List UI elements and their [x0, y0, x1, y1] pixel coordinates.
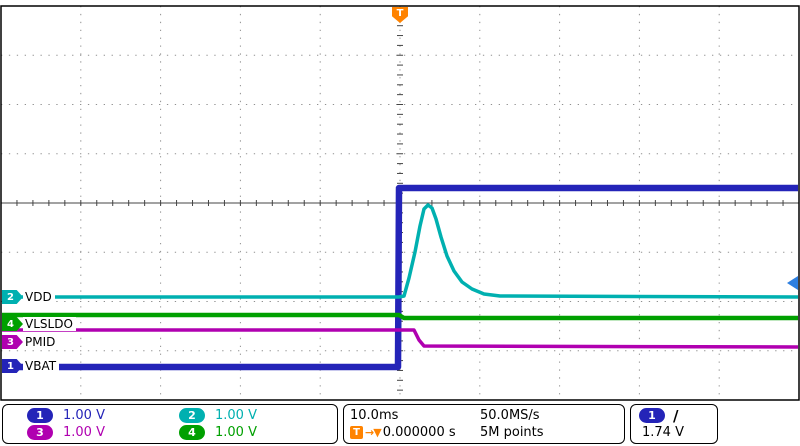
- channel-1-trace-label: VBAT: [23, 359, 60, 373]
- timebase-readout: 10.0ms: [350, 408, 399, 423]
- vertical-scale-box: 1 1.00 V 2 1.00 V 3 1.00 V 4 1.00 V: [2, 404, 338, 444]
- trace-pmid: [2, 328, 799, 349]
- ch4-badge: 4: [179, 424, 205, 440]
- trigger-t-icon: T: [350, 426, 363, 439]
- channel-3-trace-label: PMID: [23, 335, 59, 349]
- graticule-border: [0, 5, 800, 401]
- ch1-scale-readout: 1 1.00 V: [27, 408, 179, 424]
- channel-4-marker: 4 VLSLDO: [2, 317, 76, 331]
- right-edge-level-arrow: [787, 276, 798, 290]
- ch2-scale-value: 1.00 V: [215, 408, 257, 424]
- trigger-box: 1 / 1.74 V: [630, 404, 718, 444]
- record-length-readout: 5M points: [480, 425, 544, 440]
- ch3-scale-readout: 3 1.00 V: [27, 424, 179, 440]
- channel-2-flag-icon: 2: [2, 290, 23, 304]
- ch3-scale-value: 1.00 V: [63, 424, 105, 440]
- trace-vlsldo: [2, 312, 798, 321]
- status-bar: 1 1.00 V 2 1.00 V 3 1.00 V 4 1.00 V 10.0…: [0, 402, 800, 446]
- trigger-position-flag: T: [392, 7, 408, 23]
- scope-display: T 2 VDD 4 VLSLDO 3 PMID 1 VBAT: [0, 5, 800, 401]
- waveform-display: [0, 5, 800, 401]
- ch2-scale-readout: 2 1.00 V: [179, 408, 331, 424]
- trigger-slope-icon: /: [673, 406, 679, 425]
- ch2-badge: 2: [179, 408, 205, 424]
- ch4-scale-readout: 4 1.00 V: [179, 424, 331, 440]
- horizontal-box: 10.0ms 50.0MS/s T →▼ 0.000000 s 5M point…: [343, 404, 625, 444]
- channel-1-flag-icon: 1: [2, 359, 23, 373]
- channel-4-trace-label: VLSLDO: [23, 317, 76, 331]
- ch1-scale-value: 1.00 V: [63, 408, 105, 424]
- channel-3-flag-icon: 3: [2, 335, 23, 349]
- channel-4-flag-icon: 4: [2, 317, 23, 331]
- trigger-position-readout: T →▼ 0.000000 s: [350, 425, 480, 440]
- trigger-position-value: 0.000000 s: [382, 425, 456, 440]
- ch4-scale-value: 1.00 V: [215, 424, 257, 440]
- ch3-badge: 3: [27, 424, 53, 440]
- ch1-badge: 1: [27, 408, 53, 424]
- channel-2-trace-label: VDD: [23, 290, 55, 304]
- channel-2-marker: 2 VDD: [2, 290, 55, 304]
- sample-rate-readout: 50.0MS/s: [480, 408, 540, 423]
- trigger-source-row: 1 /: [639, 406, 709, 425]
- trace-vbat: [2, 184, 798, 371]
- trace-vdd: [2, 203, 799, 299]
- channel-3-marker: 3 PMID: [2, 335, 59, 349]
- trigger-level-readout: 1.74 V: [642, 424, 684, 440]
- trigger-arrow-icon: →▼: [365, 426, 382, 439]
- trigger-source-badge: 1: [639, 408, 665, 424]
- channel-1-marker: 1 VBAT: [2, 359, 60, 373]
